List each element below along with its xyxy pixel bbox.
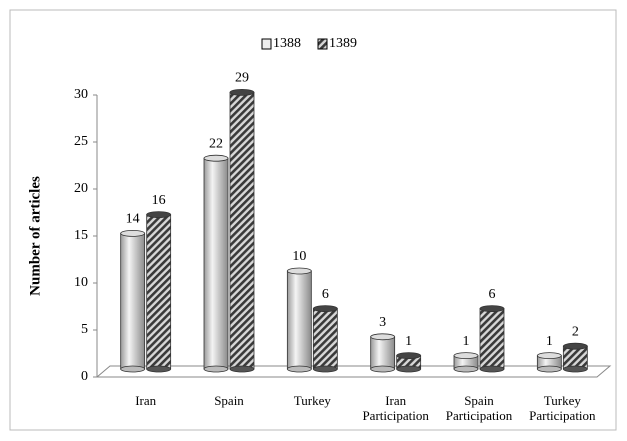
legend-swatch [317, 38, 328, 50]
bar-body [286, 270, 312, 370]
bar [146, 211, 172, 373]
bar-top [536, 352, 562, 360]
value-label: 16 [152, 193, 166, 208]
bar-bottom [203, 365, 229, 373]
bar-top [286, 267, 312, 275]
bar-bottom [312, 365, 338, 373]
bar-bottom [229, 365, 255, 373]
bar-top [312, 305, 338, 313]
bar-top [396, 352, 422, 360]
bar [479, 305, 505, 373]
value-label: 1 [463, 334, 470, 349]
bar [370, 333, 396, 373]
chart-border [9, 9, 617, 431]
x-tick-label: Spain Participation [445, 393, 513, 423]
bar-bottom [146, 365, 172, 373]
bar [229, 89, 255, 373]
y-tick-label: 25 [74, 134, 88, 149]
y-axis-label: Number of articles [27, 176, 43, 296]
bar-top [562, 342, 588, 350]
legend-label: 1389 [329, 36, 357, 51]
bar-top [453, 352, 479, 360]
value-label: 2 [572, 324, 579, 339]
value-label: 29 [235, 71, 249, 86]
bar-body [146, 214, 172, 370]
x-tick-label: Iran [135, 393, 157, 408]
x-tick-label: Turkey Participation [529, 393, 596, 423]
bar-body [479, 308, 505, 370]
bar-body [562, 345, 588, 370]
value-label: 1 [405, 334, 412, 349]
floor [95, 365, 612, 378]
bar-bottom [453, 365, 479, 373]
bar-bottom [536, 365, 562, 373]
value-label: 6 [322, 287, 329, 302]
y-tick-label: 5 [81, 322, 88, 337]
bar [286, 267, 312, 373]
bar-body [120, 232, 146, 370]
y-tick-label: 0 [81, 369, 88, 384]
bar-top [370, 333, 396, 341]
value-label: 22 [209, 136, 223, 151]
y-tick-label: 30 [74, 87, 88, 102]
value-label: 10 [292, 249, 306, 264]
bar-bottom [562, 365, 588, 373]
bar-top [146, 211, 172, 219]
bar-body [203, 157, 229, 370]
value-label: 3 [379, 315, 386, 330]
bar [536, 352, 562, 373]
value-label: 6 [489, 287, 496, 302]
bar-bottom [396, 365, 422, 373]
bar-body [312, 308, 338, 370]
y-tick-label: 20 [74, 181, 88, 196]
bar-body [370, 336, 396, 370]
bar [312, 305, 338, 373]
x-tick-label: Iran Participation [362, 393, 429, 423]
bar [562, 342, 588, 373]
bar-bottom [120, 365, 146, 373]
value-label: 1 [546, 334, 553, 349]
bar-top [120, 229, 146, 237]
bar-body [229, 92, 255, 370]
x-tick-label: Turkey [293, 393, 331, 408]
bar [120, 229, 146, 373]
bar-bottom [479, 365, 505, 373]
legend-swatch [261, 38, 272, 50]
legend-label: 1388 [273, 36, 301, 51]
y-tick-label: 15 [74, 228, 88, 243]
bar-top [203, 154, 229, 162]
y-tick-label: 10 [74, 275, 88, 290]
bar [203, 154, 229, 373]
x-tick-label: Spain [214, 393, 244, 408]
value-label: 14 [126, 212, 140, 227]
bar [453, 352, 479, 373]
bar [396, 352, 422, 373]
bar-top [479, 305, 505, 313]
bar-bottom [286, 365, 312, 373]
bar-top [229, 89, 255, 96]
bar-bottom [370, 365, 396, 373]
